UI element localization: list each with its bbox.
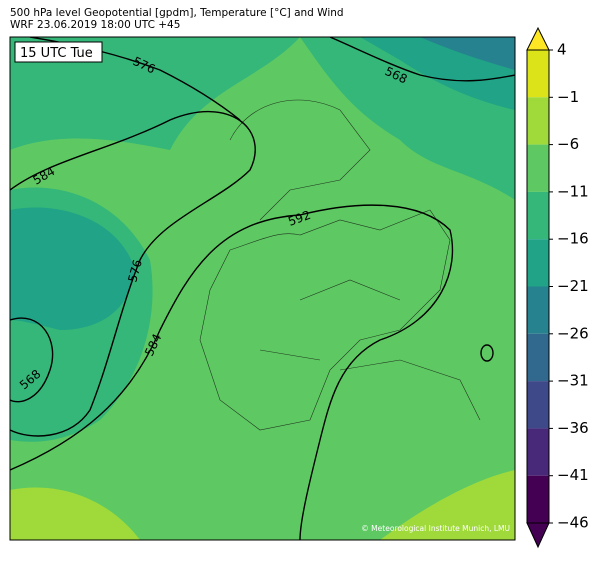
contour bbox=[329, 37, 515, 82]
time-label: 15 UTC Tue bbox=[20, 46, 93, 61]
colorbar-band bbox=[527, 239, 549, 287]
colorbar-label: −41 bbox=[557, 466, 589, 484]
colorbar-band bbox=[527, 286, 549, 334]
colorbar-band bbox=[527, 50, 549, 98]
map-frame bbox=[9, 36, 516, 541]
colorbar-band bbox=[527, 475, 549, 523]
colorbar-band bbox=[527, 381, 549, 429]
borders bbox=[199, 99, 481, 431]
colorbar-extend bbox=[526, 26, 550, 51]
colorbar-label: −46 bbox=[557, 514, 589, 532]
colorbar-band bbox=[527, 333, 549, 382]
colorbar-band bbox=[527, 191, 549, 240]
contour bbox=[480, 344, 494, 362]
colorbar-band bbox=[527, 144, 549, 192]
colorbar-label: −11 bbox=[557, 182, 589, 200]
colorbar-label: −36 bbox=[557, 419, 589, 437]
credit: © Meteorological Institute Munich, LMU bbox=[361, 524, 510, 533]
colorbar-label: −1 bbox=[557, 88, 579, 106]
header-subtitle: WRF 23.06.2019 18:00 UTC +45 bbox=[10, 19, 180, 31]
coldest-region bbox=[420, 37, 515, 70]
colorbar-label: 4 bbox=[557, 41, 567, 59]
contour bbox=[10, 204, 454, 540]
contour-label: 576 bbox=[125, 258, 144, 284]
time-box bbox=[14, 41, 103, 63]
warm-region bbox=[10, 487, 140, 540]
contour bbox=[10, 317, 54, 403]
cold-region bbox=[10, 37, 300, 150]
map: 15 UTC Tue 576 568 584 592 576 584 568 ©… bbox=[9, 36, 516, 541]
colorbar-label: −31 bbox=[557, 372, 589, 390]
header-title: 500 hPa level Geopotential [gpdm], Tempe… bbox=[10, 7, 344, 19]
colorbar-extend bbox=[526, 522, 550, 549]
colorbar-label: −16 bbox=[557, 230, 589, 248]
colorbar-label: −26 bbox=[557, 324, 589, 342]
colorbar: 4 −1 −6 −11 −16 −21 −26 −31 −36 −41 −46 bbox=[526, 26, 589, 549]
colorbar-band bbox=[527, 428, 549, 476]
colorbar-label: −21 bbox=[557, 277, 589, 295]
contour bbox=[10, 110, 256, 437]
colorbar-label: −6 bbox=[557, 135, 579, 153]
colder-region bbox=[10, 207, 135, 330]
warm-region bbox=[380, 470, 515, 540]
colorbar-band bbox=[527, 97, 549, 145]
